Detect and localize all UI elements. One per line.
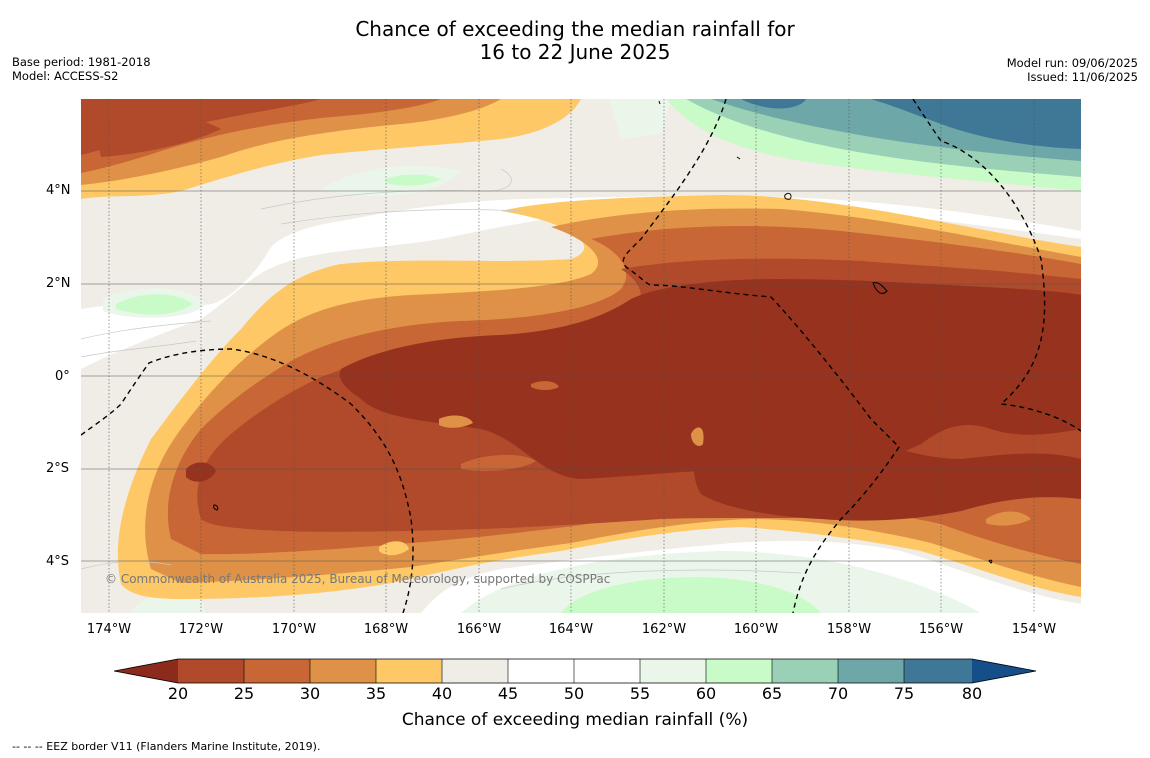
patch-d bbox=[461, 454, 536, 471]
colorbar-tick-60: 60 bbox=[695, 684, 717, 703]
lat-label-0: 0° bbox=[55, 369, 70, 384]
shade-55-60-a bbox=[609, 99, 671, 139]
contour-lines bbox=[81, 168, 802, 590]
shade-60-65-b bbox=[386, 174, 441, 186]
island-b bbox=[872, 282, 888, 294]
island-c bbox=[213, 504, 219, 511]
base-period: Base period: 1981-2018 bbox=[12, 55, 151, 69]
colorbar-tick-65: 65 bbox=[761, 684, 783, 703]
model-run-date: Model run: 09/06/2025 bbox=[1006, 56, 1138, 70]
shade-20-25-n2 bbox=[91, 107, 221, 157]
colorbar-65-70 bbox=[772, 659, 838, 683]
shade-75-80 bbox=[871, 99, 1081, 149]
shade-lt20-core bbox=[339, 279, 1081, 479]
colorbar-tick-35: 35 bbox=[365, 684, 387, 703]
patch-b bbox=[439, 415, 473, 428]
lon-label-164w: 164°W bbox=[548, 622, 594, 637]
lon-label-170w: 170°W bbox=[271, 622, 317, 637]
colorbar-tick-25: 25 bbox=[233, 684, 255, 703]
island-e bbox=[658, 100, 661, 105]
colorbar-25-30 bbox=[244, 659, 310, 683]
issued-date: Issued: 11/06/2025 bbox=[1027, 70, 1138, 84]
chart-title: Chance of exceeding the median rainfall … bbox=[0, 18, 1150, 64]
patch-a bbox=[531, 381, 559, 390]
contour-5 bbox=[500, 569, 802, 590]
colorbar-70-75 bbox=[838, 659, 904, 683]
lon-label-172w: 172°W bbox=[178, 622, 224, 637]
colorbar-tick-20: 20 bbox=[167, 684, 189, 703]
model-info: Base period: 1981-2018 Model: ACCESS-S2 bbox=[12, 55, 151, 83]
colorbar-svg bbox=[113, 658, 1037, 684]
colorbar-tick-45: 45 bbox=[497, 684, 519, 703]
colorbar-20-25 bbox=[178, 659, 244, 683]
lon-label-160w: 160°W bbox=[733, 622, 779, 637]
contour-1 bbox=[260, 168, 512, 210]
colorbar-label: Chance of exceeding median rainfall (%) bbox=[401, 710, 749, 730]
colorbar-tick-55: 55 bbox=[629, 684, 651, 703]
colorbar-tick-70: 70 bbox=[827, 684, 849, 703]
contour-2 bbox=[280, 209, 522, 225]
colorbar-tick-75: 75 bbox=[893, 684, 915, 703]
contour-3 bbox=[81, 320, 212, 340]
lon-label-168w: 168°W bbox=[363, 622, 409, 637]
lat-label-2s: 2°S bbox=[46, 461, 70, 476]
colorbar bbox=[113, 658, 1037, 684]
eez-central bbox=[622, 99, 900, 613]
shade-60-65-a bbox=[116, 294, 193, 315]
eez-legend: -- -- -- EEZ border V11 (Flanders Marine… bbox=[12, 740, 321, 753]
run-info: Model run: 09/06/2025 Issued: 11/06/2025 bbox=[1007, 56, 1138, 84]
model-name: Model: ACCESS-S2 bbox=[12, 69, 119, 83]
title-line-2: 16 to 22 June 2025 bbox=[479, 40, 671, 64]
colorbar-40-45 bbox=[442, 659, 508, 683]
island-d bbox=[988, 559, 993, 564]
island-a bbox=[784, 192, 792, 200]
colorbar-tick-30: 30 bbox=[299, 684, 321, 703]
shade-lt20-east bbox=[693, 420, 1081, 521]
lon-label-166w: 166°W bbox=[456, 622, 502, 637]
colorbar-lt20 bbox=[114, 659, 178, 683]
colorbar-45-50 bbox=[508, 659, 574, 683]
title-line-1: Chance of exceeding the median rainfall … bbox=[355, 17, 795, 41]
island-f bbox=[736, 156, 741, 160]
patch-f bbox=[691, 427, 704, 446]
contour-6 bbox=[81, 561, 172, 570]
eez-west bbox=[81, 348, 414, 613]
colorbar-tick-50: 50 bbox=[563, 684, 585, 703]
islands bbox=[213, 100, 993, 564]
graticule bbox=[81, 99, 1081, 613]
colorbar-60-65 bbox=[706, 659, 772, 683]
rainfall-map-svg bbox=[81, 99, 1081, 613]
colorbar-75-80 bbox=[904, 659, 972, 683]
copyright-notice: © Commonwealth of Australia 2025, Bureau… bbox=[105, 572, 611, 586]
lon-label-174w: 174°W bbox=[86, 622, 132, 637]
lon-label-156w: 156°W bbox=[918, 622, 964, 637]
colorbar-gt80 bbox=[972, 659, 1036, 683]
lat-label-4n: 4°N bbox=[46, 183, 71, 198]
patch-c bbox=[379, 541, 409, 556]
colorbar-tick-80: 80 bbox=[961, 684, 983, 703]
colorbar-55-60 bbox=[640, 659, 706, 683]
lat-label-4s: 4°S bbox=[46, 554, 70, 569]
colorbar-tick-40: 40 bbox=[431, 684, 453, 703]
colorbar-30-35 bbox=[310, 659, 376, 683]
eez-east bbox=[912, 99, 1081, 432]
eez-borders bbox=[81, 99, 1081, 613]
lat-label-2n: 2°N bbox=[46, 276, 71, 291]
patch-g bbox=[186, 462, 216, 482]
rainfall-map bbox=[81, 99, 1081, 613]
colorbar-50-55 bbox=[574, 659, 640, 683]
shade-75-80-b bbox=[741, 99, 806, 109]
lon-label-158w: 158°W bbox=[826, 622, 872, 637]
patch-e bbox=[986, 511, 1031, 526]
lon-label-154w: 154°W bbox=[1011, 622, 1057, 637]
lon-label-162w: 162°W bbox=[641, 622, 687, 637]
contour-4 bbox=[81, 340, 197, 358]
colorbar-35-40 bbox=[376, 659, 442, 683]
